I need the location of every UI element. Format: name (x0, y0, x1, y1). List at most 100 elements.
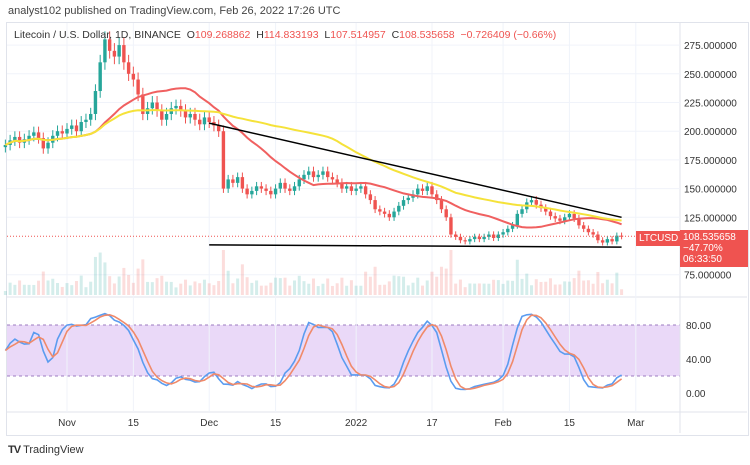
candle-body (46, 142, 50, 149)
volume-bar (501, 283, 505, 295)
volume-bar (221, 250, 225, 295)
volume-bar (378, 284, 382, 295)
tradingview-logo[interactable]: TV TradingView (8, 444, 84, 456)
candle-body (420, 188, 425, 191)
volume-bar (511, 280, 515, 295)
volume-bar (596, 271, 600, 295)
volume-bar (245, 277, 249, 295)
candle-body (520, 209, 524, 214)
candle-body (41, 138, 45, 149)
candle-body (496, 234, 501, 238)
price-tick: 150.000000 (684, 185, 737, 196)
volume-bar (65, 283, 69, 295)
symbol-tag: LTCUSD (636, 231, 682, 246)
candle-body (515, 213, 519, 226)
stoch-tick: 40.00 (686, 355, 711, 366)
candle-body (13, 136, 17, 141)
volume-bar (146, 281, 150, 295)
candle-body (392, 211, 396, 218)
candle-body (122, 45, 126, 63)
candle-body (430, 186, 434, 195)
close-value: 108.535658 (399, 29, 455, 41)
price-tick: 250.000000 (684, 70, 737, 81)
candle-body (477, 236, 482, 240)
candle-body (93, 91, 98, 114)
volume-bar (392, 275, 396, 295)
volume-bar (283, 277, 287, 295)
candle-body (245, 188, 249, 195)
volume-bar (174, 287, 178, 295)
volume-bar (131, 282, 135, 295)
volume-bar (439, 266, 443, 295)
candle-body (273, 188, 278, 195)
open-value: 109.268862 (194, 29, 251, 41)
volume-bar (108, 276, 112, 295)
price-tick: 175.000000 (684, 156, 737, 167)
candle-body (131, 73, 136, 80)
candle-body (89, 113, 93, 120)
candle-body (373, 200, 377, 210)
candle-body (231, 179, 235, 183)
volume-bar (572, 278, 576, 295)
time-tick: Dec (200, 418, 218, 429)
candle-body (32, 132, 36, 136)
volume-bar (184, 279, 187, 295)
candle-body (193, 113, 197, 120)
candle-body (65, 128, 69, 134)
candle-body (150, 102, 155, 109)
volume-bar (430, 271, 434, 295)
candle-body (36, 132, 41, 139)
trendline (209, 244, 622, 248)
volume-bar (605, 279, 609, 295)
candle-body (74, 125, 79, 132)
low-value: 107.514957 (330, 29, 386, 41)
volume-bar (37, 280, 41, 295)
volume-bar (278, 278, 282, 295)
candle-body (155, 102, 159, 111)
volume-bar (112, 283, 116, 295)
volume-bar (231, 283, 235, 295)
stoch-band (7, 325, 680, 376)
volume-bar (345, 285, 349, 295)
volume-bar (492, 279, 496, 295)
volume-bar (46, 280, 50, 295)
volume-bar (586, 280, 590, 295)
candle-body (458, 236, 463, 241)
candle-body (269, 190, 273, 195)
candle-body (615, 235, 619, 242)
time-tick: 2022 (345, 418, 368, 429)
symbol-title: Litecoin / U.S. Dollar, 1D, BINANCE (14, 29, 181, 41)
volume-bar (534, 279, 538, 295)
time-tick: Mar (627, 418, 645, 429)
ohlc-legend: Litecoin / U.S. Dollar, 1D, BINANCE O109… (14, 29, 557, 41)
sma-20-line (4, 87, 622, 229)
candle-body (378, 209, 382, 212)
candle-body (70, 125, 74, 129)
volume-bar (269, 282, 273, 295)
volume-bar (449, 250, 453, 295)
volume-bar (32, 284, 36, 295)
price-tick: 75.000000 (684, 271, 732, 282)
volume-bar (402, 276, 406, 295)
volume-bar (421, 285, 424, 295)
candle-body (619, 235, 624, 237)
volume-bar (435, 276, 439, 295)
candle-body (416, 188, 420, 195)
volume-bar (165, 281, 169, 295)
volume-bar (240, 264, 244, 295)
volume-bar (349, 280, 353, 295)
volume-bar (89, 281, 93, 295)
time-tick: 15 (564, 418, 576, 429)
candle-body (472, 236, 477, 240)
candle-body (174, 105, 178, 109)
chart-frame (6, 22, 749, 436)
volume-bar (122, 267, 126, 295)
candle-body (250, 190, 254, 195)
volume-bar (297, 275, 301, 295)
candle-body (586, 228, 591, 233)
candle-body (27, 135, 31, 140)
volume-bar (155, 278, 159, 295)
candle-body (567, 213, 572, 218)
volume-bar (226, 270, 230, 295)
